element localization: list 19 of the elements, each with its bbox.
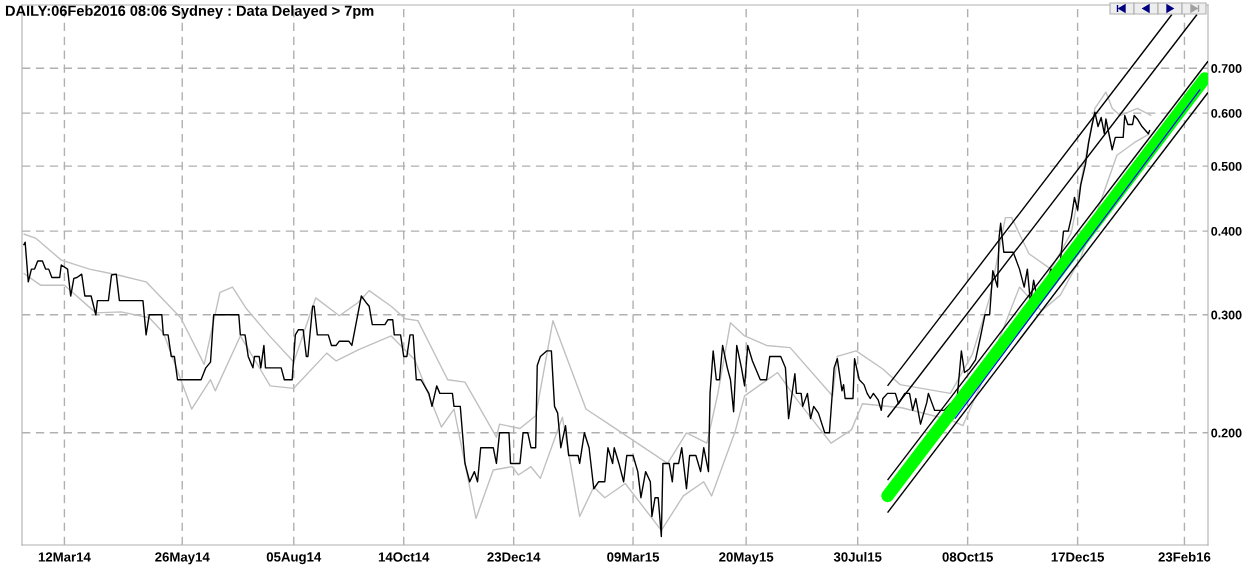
line-series [22,91,1153,465]
y-tick-label: 0.300 [1211,310,1242,320]
x-tick-label: 08Oct15 [942,552,993,562]
x-tick-label: 17Dec15 [1051,552,1105,562]
y-tick-label: 0.600 [1211,108,1242,118]
x-tick-label: 26May14 [155,552,210,565]
x-tick-label: 14Oct14 [378,552,430,562]
x-tick-label: 23Dec14 [487,552,541,562]
x-tick-label: 30Jul15 [833,551,882,562]
x-tick-label: 05Aug14 [266,552,322,565]
x-tick-label: 23Feb16 [1158,551,1211,562]
y-tick-label: 0.200 [1211,428,1242,438]
y-tick-label: 0.700 [1211,64,1242,73]
x-tick-label: 09Mar15 [607,552,660,562]
x-tick-label: 12Mar14 [38,552,91,562]
y-tick-label: 0.500 [1211,161,1242,171]
y-tick-label: 0.400 [1211,226,1242,236]
x-tick-label: 20May15 [719,552,774,565]
chart-title: DAILY:06Feb2016 08:06 Sydney : Data Delayed > 7pm [5,5,374,19]
